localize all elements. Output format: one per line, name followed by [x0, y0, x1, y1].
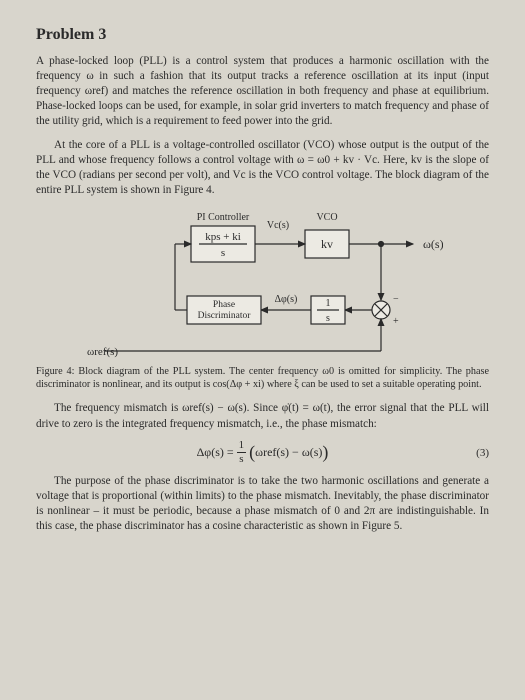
paragraph-1: A phase-locked loop (PLL) is a control s…	[36, 54, 489, 130]
vc-label: Vc(s)	[266, 220, 288, 231]
paragraph-3: The frequency mismatch is ωref(s) − ω(s)…	[36, 401, 489, 431]
paren-close: )	[322, 442, 328, 463]
phase-label-bot: Discriminator	[197, 311, 251, 321]
minus-sign: −	[393, 294, 399, 305]
kv-text: kv	[321, 237, 333, 251]
pi-numerator: kps + ki	[205, 231, 241, 243]
eq-frac-den: s	[237, 453, 247, 465]
vco-label: VCO	[316, 212, 337, 223]
equation-3: Δφ(s) = 1 s ( ωref(s) − ω(s) ) (3)	[36, 440, 489, 466]
eq-frac-num: 1	[237, 440, 247, 453]
figure-4-caption: Figure 4: Block diagram of the PLL syste…	[36, 365, 489, 392]
phase-label-top: Phase	[212, 300, 234, 310]
delta-phi: Δφ(s)	[274, 294, 297, 305]
problem-title: Problem 3	[36, 26, 489, 44]
eq-lhs: Δφ(s) =	[197, 445, 234, 460]
plus-sign: +	[393, 316, 399, 327]
block-diagram: PI Controller VCO kps + ki s Vc(s) kv ω(…	[36, 206, 489, 361]
int-num: 1	[325, 298, 330, 309]
omega-out: ω(s)	[423, 237, 443, 251]
pi-controller-label: PI Controller	[196, 212, 249, 223]
int-den: s	[326, 313, 330, 324]
pi-denominator: s	[220, 247, 224, 259]
eq-frac: 1 s	[237, 440, 247, 465]
paragraph-4: The purpose of the phase discriminator i…	[36, 474, 489, 534]
eq-number: (3)	[476, 447, 489, 459]
omega-ref: ωref(s)	[87, 346, 118, 358]
eq-inner: ωref(s) − ω(s)	[255, 445, 322, 460]
paragraph-2: At the core of a PLL is a voltage-contro…	[36, 138, 489, 198]
